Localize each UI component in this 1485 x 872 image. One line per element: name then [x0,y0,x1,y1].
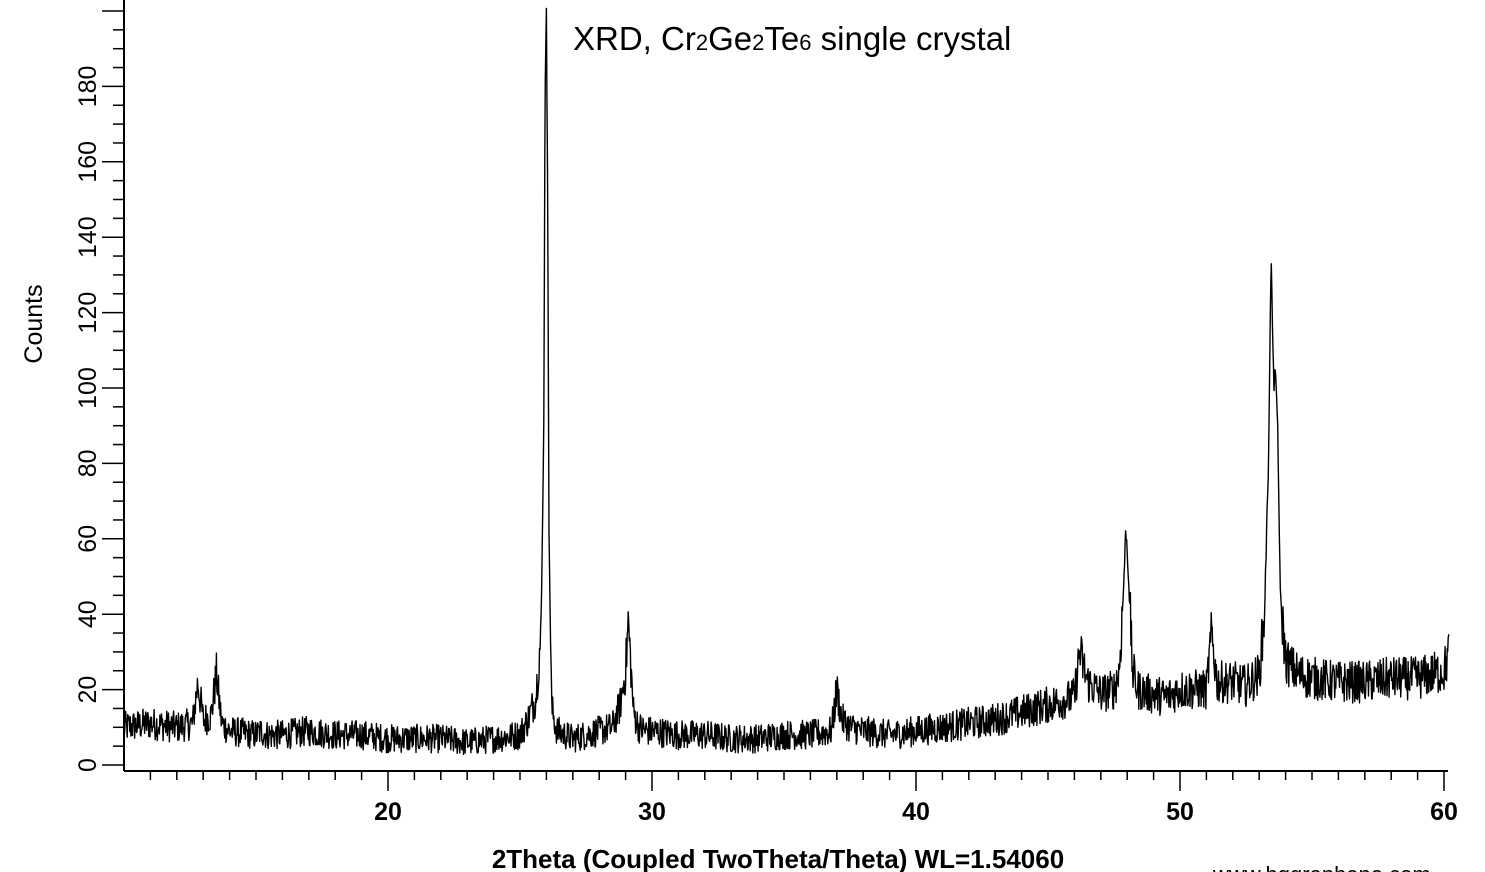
y-tick-label: 180 [74,66,102,108]
y-ticks: 0 20 40 60 80 100 120 140 160 180 [74,10,124,772]
x-tick-label: 40 [902,798,930,826]
x-axis-title: 2Theta (Coupled TwoTheta/Theta) WL=1.540… [492,844,1064,872]
x-tick-label: 30 [638,798,666,826]
y-tick-label: 60 [74,525,102,553]
y-tick-label: 100 [74,367,102,409]
x-tick-label: 20 [374,798,402,826]
y-tick-label: 120 [74,292,102,334]
y-tick-label: 0 [74,758,102,772]
y-tick-label: 140 [74,216,102,258]
x-tick-label: 60 [1430,798,1458,826]
y-tick-label: 40 [74,600,102,628]
y-tick-label: 80 [74,449,102,477]
x-tick-label: 50 [1166,798,1194,826]
y-tick-label: 20 [74,676,102,704]
y-tick-label: 160 [74,141,102,183]
xrd-pattern-line [123,7,1450,756]
x-ticks: 20 30 40 50 60 [149,771,1458,826]
chart-title: XRD, Cr2Ge2Te6 single crystal [573,20,1011,57]
watermark-text: www.hqgraphene.com [1212,862,1431,872]
y-axis-title: Counts [20,284,48,363]
